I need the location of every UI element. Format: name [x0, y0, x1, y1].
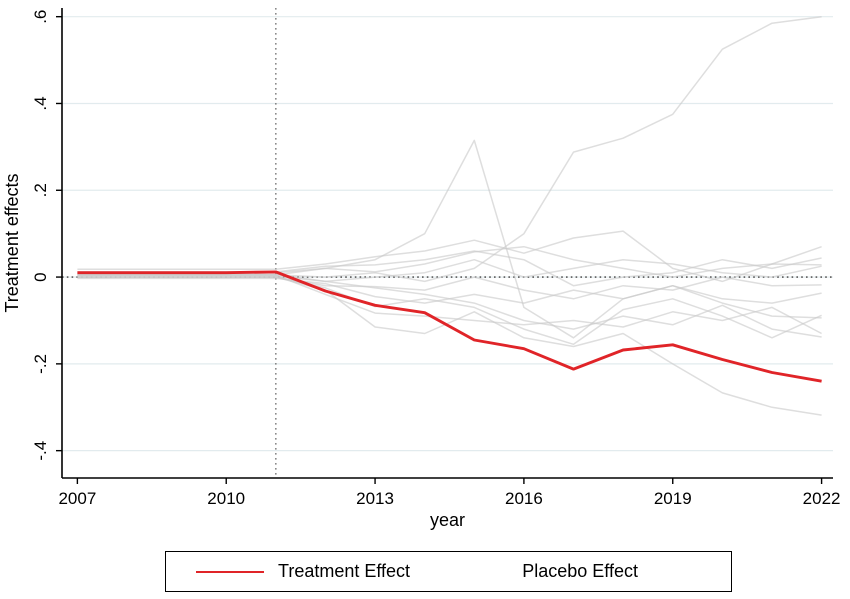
y-tick-label: -.4 — [31, 441, 50, 461]
x-tick-label: 2019 — [654, 489, 692, 508]
x-tick-label: 2010 — [207, 489, 245, 508]
y-axis-title: Treatment effects — [2, 173, 22, 312]
x-tick-label: 2007 — [58, 489, 96, 508]
legend: Treatment Effect Placebo Effect — [165, 551, 732, 592]
x-tick-label: 2013 — [356, 489, 394, 508]
placebo-line — [77, 230, 822, 283]
treatment-line-swatch — [196, 570, 264, 573]
legend-placebo-label: Placebo Effect — [522, 561, 638, 581]
y-tick-label: .6 — [31, 10, 50, 24]
y-tick-label: -.2 — [31, 354, 50, 374]
placebo-line — [77, 276, 822, 346]
treatment-effects-chart: .6 .4 .2 0 -.2 -.4 2007 2010 2013 2016 2019 2022 yea… — [2, 8, 841, 530]
placebo-line — [77, 258, 822, 283]
placebo-line — [77, 273, 822, 338]
treatment-line — [77, 270, 822, 383]
placebo-line — [77, 15, 822, 283]
y-tick-label: .4 — [31, 96, 50, 110]
y-tick-label: .2 — [31, 183, 50, 197]
legend-treatment-label: Treatment Effect — [278, 561, 411, 581]
y-tick-label: 0 — [31, 272, 50, 281]
placebo-line — [77, 139, 822, 339]
x-tick-label: 2016 — [505, 489, 543, 508]
placebo-line — [77, 274, 822, 335]
x-tick-label: 2022 — [803, 489, 841, 508]
placebo-line — [77, 276, 822, 416]
x-axis-title: year — [430, 510, 465, 530]
